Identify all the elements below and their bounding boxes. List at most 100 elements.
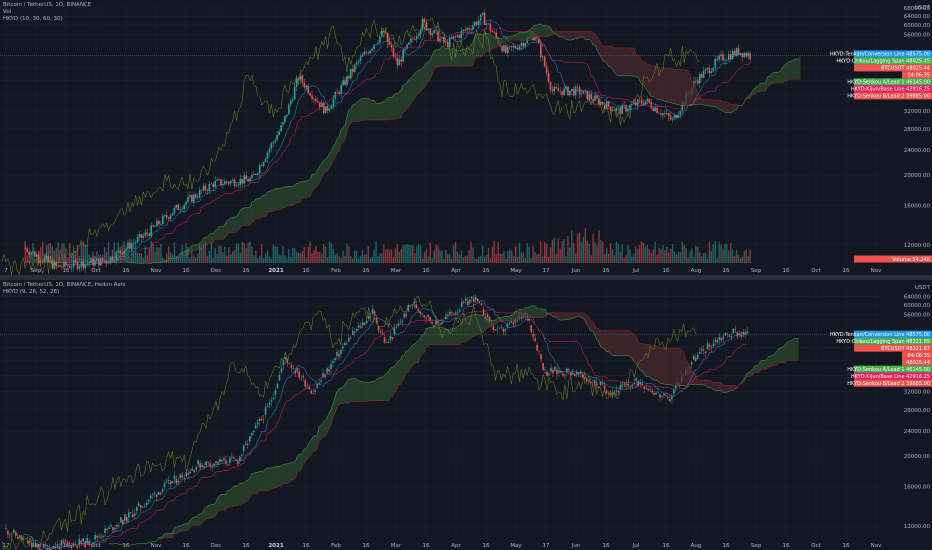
ichimoku-cloud-segment bbox=[554, 30, 557, 34]
top-legend-indicator: HKYD (10, 30, 60, 30) bbox=[3, 16, 63, 22]
ichimoku-cloud-segment bbox=[250, 201, 252, 226]
ichimoku-cloud-segment bbox=[748, 95, 751, 99]
ichimoku-cloud-segment bbox=[600, 330, 603, 348]
candle-body bbox=[289, 100, 292, 105]
ichimoku-cloud-segment bbox=[534, 24, 537, 37]
candle-body bbox=[522, 42, 525, 47]
ichimoku-cloud-segment bbox=[661, 347, 664, 385]
volume-bar bbox=[92, 251, 94, 263]
ichimoku-cloud-segment bbox=[277, 466, 280, 488]
ichimoku-cloud-segment bbox=[432, 326, 435, 345]
volume-bar bbox=[433, 250, 435, 263]
candle-body bbox=[445, 316, 447, 320]
x-axis-tick-label: Oct bbox=[811, 543, 821, 549]
ichimoku-cloud-segment bbox=[222, 224, 225, 240]
price-label-box bbox=[854, 50, 932, 58]
volume-bar bbox=[454, 241, 457, 263]
volume-bar bbox=[352, 258, 354, 263]
ichimoku-cloud-segment bbox=[663, 348, 666, 385]
top-chart-canvas[interactable]: 7 Sep 16 Oct 16 Nov 16 Dec 16 2021 16 Feb 16 Mar 16 Apr… bbox=[0, 0, 932, 275]
candle-body bbox=[583, 378, 586, 379]
candle-body bbox=[580, 93, 583, 95]
ichimoku-cloud-segment bbox=[667, 348, 670, 385]
volume-bar bbox=[574, 253, 577, 263]
bottom-chart-pane[interactable]: 17 Sep 16 Oct 16 Nov 16 Dec 16 2021 16 Feb 16 Mar 16 Ap… bbox=[0, 280, 932, 550]
volume-bar bbox=[652, 249, 654, 263]
candle-body bbox=[555, 86, 558, 89]
volume-bar bbox=[536, 254, 538, 263]
candle-body bbox=[365, 320, 368, 324]
candle-body bbox=[229, 457, 231, 462]
candle-body bbox=[141, 507, 144, 508]
ichimoku-cloud-segment bbox=[763, 360, 766, 370]
ichimoku-cloud-segment bbox=[364, 382, 367, 402]
ichimoku-cloud-segment bbox=[220, 494, 222, 511]
volume-bar bbox=[578, 232, 581, 263]
ichimoku-cloud-segment bbox=[376, 378, 379, 401]
y-axis-tick-label: 64000.00 bbox=[904, 14, 931, 20]
volume-bar bbox=[458, 254, 461, 263]
x-axis-tick-label: 17 bbox=[543, 543, 550, 549]
ichimoku-cloud-segment bbox=[610, 330, 613, 356]
ichimoku-cloud-segment bbox=[428, 327, 431, 347]
candle-body bbox=[342, 80, 344, 86]
ichimoku-cloud-segment bbox=[780, 346, 783, 363]
candle-body bbox=[280, 125, 282, 132]
candle-body bbox=[734, 329, 737, 330]
volume-bar bbox=[735, 249, 738, 263]
ichimoku-cloud-segment bbox=[749, 370, 752, 377]
candle-body bbox=[419, 29, 422, 35]
ichimoku-cloud-segment bbox=[341, 127, 344, 145]
candle-body bbox=[675, 386, 677, 389]
ichimoku-cloud-segment bbox=[701, 99, 704, 105]
ichimoku-cloud-segment bbox=[509, 315, 512, 321]
ichimoku-cloud-segment bbox=[709, 99, 712, 107]
ichimoku-cloud-segment bbox=[238, 210, 241, 231]
top-chart-pane[interactable]: 7 Sep 16 Oct 16 Nov 16 Dec 16 2021 16 Feb 16 Mar 16 Apr… bbox=[0, 0, 932, 275]
volume-bar bbox=[179, 255, 181, 263]
ichimoku-cloud-segment bbox=[699, 380, 702, 385]
candle-body bbox=[120, 517, 122, 523]
volume-bar bbox=[547, 256, 550, 263]
candle-body bbox=[448, 37, 451, 48]
candle-body bbox=[534, 36, 536, 41]
x-axis-tick-label: Aug bbox=[691, 268, 702, 274]
ichimoku-cloud-segment bbox=[383, 99, 386, 120]
ichimoku-cloud-segment bbox=[267, 191, 270, 213]
candle-body bbox=[222, 183, 224, 186]
candle-body bbox=[24, 538, 27, 539]
candle-body bbox=[11, 534, 13, 536]
candle-body bbox=[210, 183, 213, 185]
volume-bar bbox=[540, 241, 542, 263]
candle-body bbox=[76, 262, 79, 269]
candle-body bbox=[300, 377, 303, 379]
ichimoku-cloud-segment bbox=[496, 37, 499, 49]
candle-body bbox=[647, 389, 649, 390]
ichimoku-cloud-segment bbox=[743, 376, 746, 383]
candle-body bbox=[698, 352, 701, 354]
candle-body bbox=[106, 529, 108, 530]
candle-body bbox=[665, 113, 668, 115]
candle-body bbox=[615, 108, 618, 111]
ichimoku-cloud-segment bbox=[377, 103, 380, 120]
candle-body bbox=[183, 478, 186, 479]
ichimoku-cloud-segment bbox=[434, 50, 437, 70]
candle-body bbox=[76, 545, 79, 548]
volume-bar bbox=[260, 244, 263, 263]
ichimoku-cloud-segment bbox=[731, 385, 734, 391]
ichimoku-cloud-segment bbox=[212, 504, 215, 518]
candle-body bbox=[615, 390, 618, 392]
ichimoku-cloud-segment bbox=[319, 163, 322, 182]
candle-body bbox=[706, 67, 709, 70]
bottom-chart-canvas[interactable]: 17 Sep 16 Oct 16 Nov 16 Dec 16 2021 16 Feb 16 Mar 16 Ap… bbox=[0, 280, 932, 550]
ichimoku-cloud-segment bbox=[430, 327, 433, 345]
pane-divider[interactable] bbox=[0, 275, 932, 280]
volume-bar bbox=[390, 249, 393, 263]
candle-body bbox=[569, 90, 571, 96]
volume-bar bbox=[45, 245, 48, 263]
candle-body bbox=[558, 370, 560, 373]
volume-bar bbox=[495, 253, 497, 263]
volume-bar bbox=[189, 257, 191, 263]
ichimoku-cloud-segment bbox=[781, 66, 784, 83]
candle-body bbox=[638, 99, 641, 101]
